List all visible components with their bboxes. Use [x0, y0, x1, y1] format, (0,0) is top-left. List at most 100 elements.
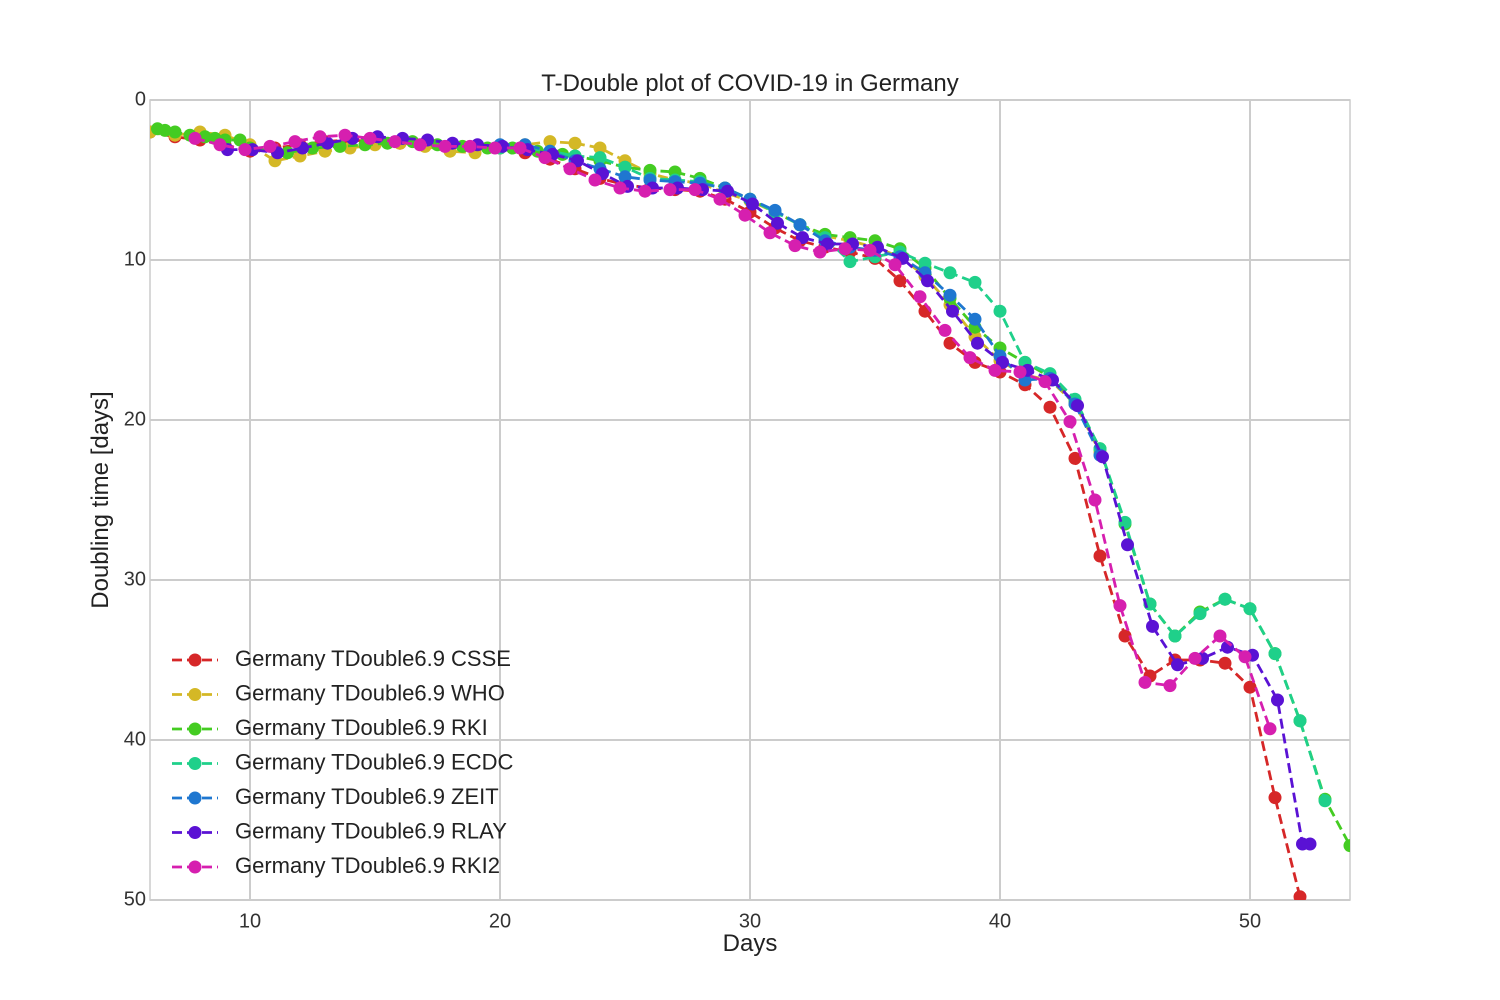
data-point: [943, 266, 957, 280]
data-point: [618, 160, 632, 174]
data-point: [943, 288, 957, 302]
x-axis-label: Days: [723, 930, 778, 957]
legend-item: Germany TDouble6.9 ECDC: [172, 749, 513, 774]
legend-marker: [188, 688, 202, 701]
legend-marker: [188, 653, 202, 667]
legend-item: Germany TDouble6.9 RKI2: [172, 853, 500, 878]
data-point: [538, 151, 552, 165]
y-tick-label: 50: [124, 888, 146, 910]
data-point: [1038, 375, 1052, 389]
data-point: [993, 304, 1007, 318]
data-point: [793, 218, 807, 232]
data-point: [1218, 656, 1232, 670]
legend-label: Germany TDouble6.9 RLAY: [235, 818, 507, 843]
data-point: [813, 245, 827, 259]
data-point: [1188, 651, 1202, 665]
data-point: [938, 323, 952, 337]
data-point: [863, 243, 877, 257]
data-point: [1171, 658, 1184, 672]
data-point: [568, 136, 582, 150]
legend-marker: [188, 757, 202, 770]
data-point: [1146, 619, 1159, 633]
data-point: [768, 203, 782, 217]
legend-item: Germany TDouble6.9 RLAY: [172, 818, 507, 843]
legend-label: Germany TDouble6.9 RKI2: [235, 853, 500, 878]
data-point: [463, 139, 477, 153]
data-point: [513, 141, 527, 155]
y-tick-label: 20: [124, 408, 146, 430]
data-point: [1138, 675, 1152, 689]
data-point: [738, 208, 752, 222]
series-line: [500, 146, 1327, 802]
y-tick-label: 0: [135, 88, 146, 110]
data-point: [888, 258, 902, 272]
data-point: [288, 135, 302, 149]
data-point: [593, 141, 607, 155]
data-point: [988, 363, 1002, 377]
data-point: [588, 173, 602, 187]
data-point: [1271, 693, 1284, 707]
legend-label: Germany TDouble6.9 CSSE: [235, 646, 511, 671]
legend-marker: [188, 791, 202, 805]
series-line: [227, 135, 1310, 846]
data-point: [1268, 791, 1282, 805]
data-point: [1243, 602, 1257, 616]
legend-label: Germany TDouble6.9 RKI: [235, 715, 488, 740]
data-point: [1096, 450, 1109, 464]
data-point: [971, 336, 984, 350]
plot-frame: [149, 99, 1351, 901]
data-point: [1043, 400, 1057, 414]
data-point: [313, 130, 327, 144]
data-point: [788, 239, 802, 253]
data-point: [1243, 680, 1257, 694]
x-tick-label: 40: [989, 910, 1011, 932]
data-point: [946, 304, 959, 318]
legend-item: Germany TDouble6.9 WHO: [172, 680, 505, 705]
data-point: [913, 290, 927, 304]
data-point: [213, 138, 227, 152]
legend-label: Germany TDouble6.9 ZEIT: [235, 784, 499, 809]
data-point: [543, 135, 557, 149]
data-point: [771, 216, 784, 230]
data-point: [1263, 722, 1277, 736]
data-point: [1118, 515, 1132, 529]
x-tick-label: 20: [489, 910, 511, 932]
legend-item: Germany TDouble6.9 RKI: [172, 715, 488, 740]
data-point: [1113, 599, 1127, 613]
data-point: [1121, 538, 1134, 552]
legend-item: Germany TDouble6.9 ZEIT: [172, 784, 499, 809]
data-point: [1268, 647, 1282, 661]
data-point: [968, 312, 982, 326]
data-point: [1318, 794, 1332, 808]
data-point: [158, 123, 172, 137]
data-point: [1163, 679, 1177, 693]
data-point: [763, 226, 777, 240]
legend-label: Germany TDouble6.9 ECDC: [235, 749, 513, 774]
data-point: [233, 133, 247, 147]
data-point: [1168, 629, 1182, 643]
data-point: [918, 256, 932, 270]
data-point: [263, 139, 277, 153]
data-point: [488, 141, 502, 155]
data-point: [593, 151, 607, 165]
data-point: [1293, 890, 1307, 900]
data-point: [363, 131, 377, 145]
x-tick-label: 10: [239, 910, 261, 932]
data-point: [746, 197, 759, 211]
legend-marker: [188, 826, 202, 839]
data-point: [1238, 650, 1252, 664]
data-point: [963, 351, 977, 365]
series-group: [188, 128, 1277, 736]
y-tick-label: 30: [124, 568, 146, 590]
data-point: [713, 192, 727, 206]
data-point: [338, 128, 352, 142]
data-point: [563, 162, 577, 176]
data-point: [688, 183, 702, 197]
data-point: [238, 143, 252, 157]
data-point: [921, 274, 934, 288]
data-point: [638, 184, 652, 198]
legend-item: Germany TDouble6.9 CSSE: [172, 646, 511, 671]
y-axis-label: Doubling time [days]: [87, 391, 114, 608]
data-point: [1093, 549, 1107, 563]
